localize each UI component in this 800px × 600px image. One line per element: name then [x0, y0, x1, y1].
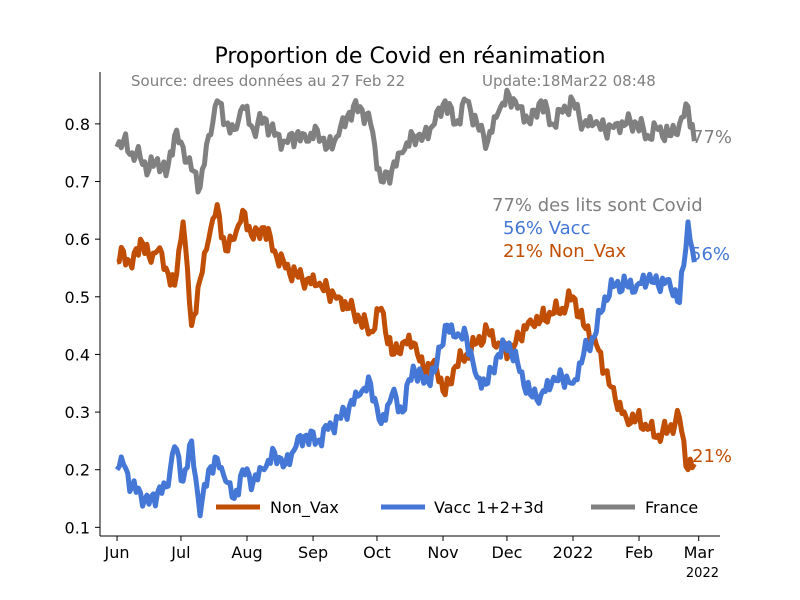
source-note: Source: drees données au 27 Feb 22 — [131, 72, 405, 90]
x-tick-label: Jul — [170, 543, 190, 562]
y-tick-label: 0.8 — [65, 115, 90, 134]
annotation-total: 77% des lits sont Covid — [492, 195, 703, 216]
end-label-nonvax: 21% — [692, 446, 732, 467]
series-line-vacc-1-2-3d — [114, 219, 697, 519]
y-ticks: 0.1 0.2 0.3 0.4 0.5 0.6 0.7 0.8 — [65, 115, 100, 537]
annotation-nonvax: 21% Non_Vax — [503, 241, 627, 262]
x-tick-label: 2022 — [553, 543, 594, 562]
end-label-vacc: 56% — [690, 244, 730, 265]
x-tick-label: Jun — [104, 543, 130, 562]
x-tick-label: Oct — [363, 543, 391, 562]
x-offset-label: 2022 — [686, 566, 719, 581]
update-note: Update:18Mar22 08:48 — [482, 72, 656, 90]
y-tick-label: 0.1 — [65, 518, 90, 537]
y-tick-label: 0.7 — [65, 173, 90, 192]
x-tick-label: Nov — [427, 543, 458, 562]
x-tick-label: Dec — [491, 543, 522, 562]
legend: Non_Vax Vacc 1+2+3d France — [216, 498, 698, 518]
annotation-vacc: 56% Vacc — [503, 218, 590, 239]
y-tick-label: 0.4 — [65, 345, 90, 364]
y-tick-label: 0.3 — [65, 403, 90, 422]
end-label-france: 77% — [692, 127, 732, 148]
legend-label-france: France — [645, 498, 698, 517]
series-lines — [114, 87, 697, 519]
y-tick-label: 0.2 — [65, 461, 90, 480]
legend-label-nonvax: Non_Vax — [270, 498, 339, 518]
x-tick-label: Aug — [231, 543, 262, 562]
series-line-non-vax — [116, 202, 697, 473]
x-ticks: Jun Jul Aug Sep Oct Nov Dec 2022 Feb Mar — [104, 536, 715, 562]
y-tick-label: 0.6 — [65, 230, 90, 249]
series-line-france — [114, 87, 697, 195]
x-tick-label: Feb — [625, 543, 653, 562]
legend-label-vacc: Vacc 1+2+3d — [434, 498, 544, 517]
chart-title: Proportion de Covid en réanimation — [214, 44, 605, 69]
x-tick-label: Mar — [684, 543, 715, 562]
y-tick-label: 0.5 — [65, 288, 90, 307]
x-tick-label: Sep — [298, 543, 328, 562]
